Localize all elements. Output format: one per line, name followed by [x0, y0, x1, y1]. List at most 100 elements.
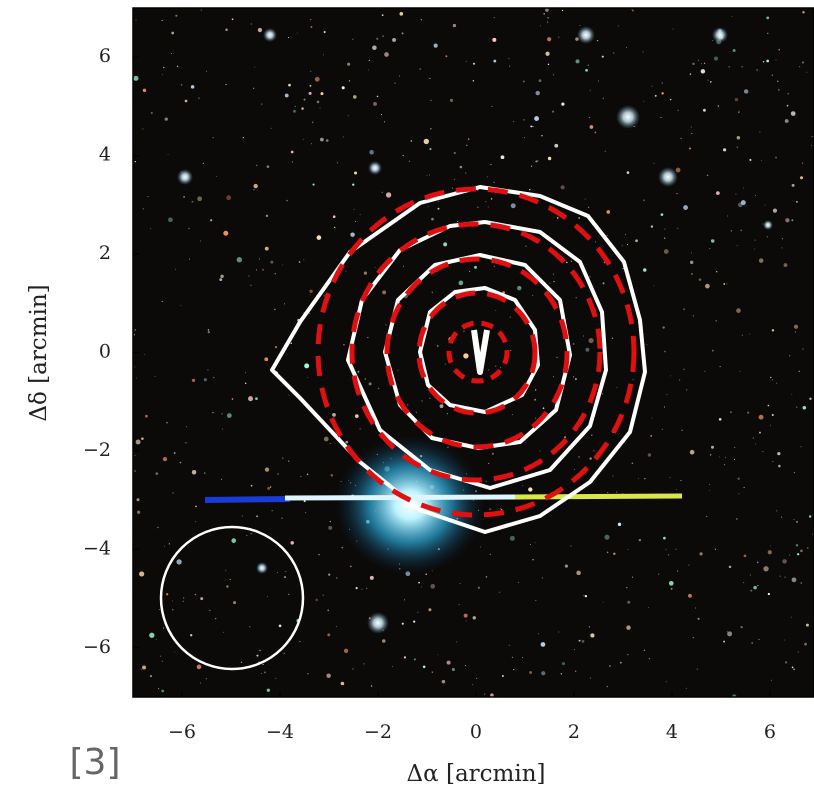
- star: [210, 219, 213, 222]
- star: [429, 397, 431, 400]
- star: [685, 687, 687, 689]
- star: [355, 220, 357, 222]
- star: [168, 217, 173, 223]
- star: [307, 673, 309, 675]
- star: [176, 559, 182, 565]
- star: [712, 40, 714, 42]
- star: [229, 578, 231, 580]
- star: [413, 620, 416, 623]
- star: [479, 546, 482, 548]
- star: [740, 625, 743, 629]
- star: [795, 544, 799, 547]
- star: [657, 573, 660, 575]
- star: [589, 677, 592, 679]
- star: [433, 43, 438, 48]
- star: [354, 414, 359, 418]
- star: [759, 131, 761, 133]
- star: [758, 414, 764, 420]
- star: [590, 633, 595, 638]
- star: [736, 308, 741, 313]
- star: [305, 511, 307, 513]
- star: [236, 257, 243, 263]
- star: [168, 543, 170, 545]
- star: [558, 631, 560, 633]
- star: [560, 185, 565, 190]
- model-contour: [416, 290, 538, 416]
- star: [766, 16, 770, 20]
- star: [539, 450, 541, 452]
- star: [791, 183, 795, 187]
- star: [616, 491, 618, 493]
- star: [319, 107, 321, 109]
- star: [328, 573, 331, 576]
- star: [767, 550, 772, 555]
- star: [798, 370, 800, 372]
- star: [709, 489, 711, 491]
- star: [191, 470, 197, 475]
- x-tick-label: −6: [168, 721, 196, 743]
- star: [441, 679, 446, 684]
- star: [320, 137, 324, 142]
- star: [340, 681, 345, 686]
- star: [558, 36, 560, 38]
- star: [736, 135, 741, 140]
- star: [564, 564, 568, 568]
- star: [811, 145, 813, 147]
- star: [309, 294, 311, 296]
- star: [377, 387, 380, 390]
- star: [662, 326, 665, 329]
- star: [709, 248, 711, 250]
- star: [669, 477, 671, 479]
- star: [149, 674, 153, 678]
- star: [647, 607, 649, 609]
- star: [179, 461, 182, 464]
- star: [493, 265, 495, 268]
- x-tick-label: 4: [666, 721, 678, 743]
- star: [477, 206, 479, 208]
- star: [791, 393, 793, 395]
- star: [767, 592, 770, 596]
- star: [689, 449, 695, 455]
- star: [651, 417, 653, 419]
- star: [264, 467, 270, 472]
- star: [772, 208, 778, 213]
- star: [689, 73, 692, 75]
- star: [303, 259, 305, 261]
- star: [207, 330, 210, 334]
- star: [403, 599, 405, 601]
- star: [751, 642, 753, 644]
- star: [294, 105, 296, 107]
- star: [266, 596, 269, 598]
- star: [588, 337, 594, 344]
- star: [350, 565, 352, 568]
- star: [171, 600, 173, 602]
- star: [767, 404, 770, 407]
- star: [477, 189, 479, 191]
- star: [749, 574, 752, 576]
- star: [535, 417, 537, 419]
- star: [755, 194, 757, 196]
- star: [676, 570, 679, 572]
- star: [754, 239, 756, 241]
- star: [800, 582, 802, 584]
- star: [556, 217, 559, 219]
- star: [207, 329, 210, 331]
- star: [603, 262, 606, 264]
- y-axis-label: Δδ [arcmin]: [26, 284, 52, 421]
- star: [382, 639, 386, 643]
- star: [431, 217, 434, 221]
- star: [743, 486, 745, 488]
- star: [490, 198, 493, 200]
- star: [325, 139, 329, 142]
- star: [290, 541, 294, 545]
- star: [142, 665, 147, 670]
- star: [136, 498, 140, 502]
- star: [747, 411, 750, 414]
- star: [653, 285, 655, 287]
- star: [635, 239, 638, 243]
- star: [408, 160, 410, 162]
- star: [606, 234, 608, 236]
- star: [730, 411, 732, 413]
- star: [376, 95, 379, 98]
- star: [284, 93, 289, 98]
